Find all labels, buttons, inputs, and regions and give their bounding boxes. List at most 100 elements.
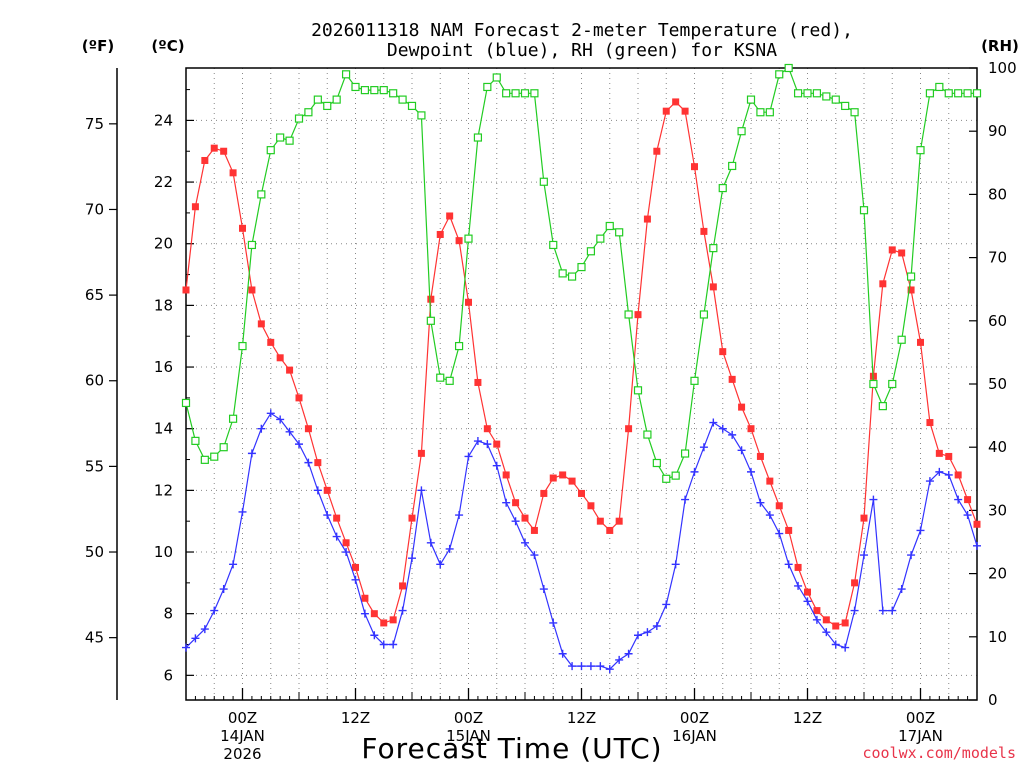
rh-point [341,70,351,79]
dewpoint-point [963,511,972,520]
temperature-point [738,403,746,411]
temperature-point [888,246,896,254]
temperature-point [210,144,218,152]
temperature-point [483,425,491,433]
dewpoint-point [907,551,916,560]
dewpoint-point [831,640,840,649]
dewpoint-point [596,662,605,671]
rh-point [360,86,370,95]
temperature-point [785,526,793,534]
rh-point [407,101,417,111]
temperature-point [191,203,199,211]
rh-point [502,89,511,98]
rh-point [746,95,756,104]
temperature-point [286,366,294,374]
rh-point [294,114,304,123]
dewpoint-point [681,495,690,504]
chart-title-line-1: 2026011318 NAM Forecast 2-meter Temperat… [311,20,853,41]
celsius-tick-label: 6 [163,666,173,684]
celsius-tick-label: 18 [154,296,173,314]
rh-point [304,108,313,117]
temperature-point [681,107,689,115]
dewpoint-point [615,655,624,664]
celsius-tick-label: 12 [154,481,173,499]
temperature-point [267,338,275,346]
rh-tick-label: 30 [988,501,1007,519]
rh-point [728,161,737,171]
rh-axis-unit: (RH) [981,37,1019,55]
rh-point [906,272,916,281]
rh-point [445,376,454,385]
temperature-point [879,280,887,288]
rh-point [539,177,548,186]
dewpoint-point [530,551,539,560]
dewpoint-point [765,511,774,520]
rh-point [756,108,765,117]
dewpoint-point [916,526,925,535]
temperature-series [182,98,981,630]
rh-point [775,70,784,79]
dewpoint-point [473,437,482,446]
temperature-point [361,594,369,602]
dewpoint-point [803,597,812,606]
rh-point [379,86,388,95]
rh-point [972,89,982,98]
rh-point [699,310,709,319]
temperature-point [907,286,915,294]
rh-point [511,89,520,98]
fahrenheit-tick-label: 60 [85,372,104,390]
dewpoint-point [784,560,793,569]
rh-point [709,244,718,253]
rh-point [483,82,492,92]
rh-tick-label: 80 [988,185,1007,203]
temperature-point [587,502,595,510]
rh-point [633,386,643,395]
rh-tick-label: 0 [988,691,998,709]
rh-point [426,316,435,325]
temperature-point [775,502,783,510]
x-tick-year: 2026 [223,745,261,763]
dewpoint-point [568,662,577,671]
rh-point [520,89,530,98]
rh-point [285,136,294,145]
dewpoint-point [747,467,755,476]
dewpoint-point [191,634,200,643]
temperature-point [417,449,425,457]
rh-point [624,310,633,319]
rh-point [247,240,257,250]
dewpoint-point [718,424,727,433]
rh-point [313,95,322,104]
rh-point [567,272,577,281]
dewpoint-point [351,575,360,584]
temperature-point [201,156,209,164]
rh-point [765,108,774,117]
dewpoint-point [502,498,511,507]
x-tick-date: 17JAN [898,727,943,745]
dewpoint-point [634,631,642,640]
fahrenheit-tick-label: 50 [85,543,104,561]
rh-tick-label: 70 [988,249,1007,267]
dewpoint-point [586,662,595,671]
temperature-point [653,147,661,155]
rh-point [464,234,473,243]
celsius-tick-label: 22 [154,173,173,191]
temperature-point [813,607,821,615]
temperature-point [954,471,962,479]
rh-point [351,82,360,92]
rh-point [492,73,501,82]
rh-point [596,234,605,243]
rh-point [436,373,445,382]
dewpoint-point [954,495,963,504]
rh-point [662,474,671,483]
rh-point [859,206,869,215]
dewpoint-point [492,461,501,470]
dewpoint-point [558,649,567,658]
fahrenheit-axis-unit: (ºF) [82,37,114,55]
rh-point [228,414,238,423]
temperature-point [436,230,444,238]
rh-point [690,376,699,385]
rh-point [398,95,407,104]
dewpoint-point [869,495,878,504]
x-tick-label: 00Z [228,709,257,727]
